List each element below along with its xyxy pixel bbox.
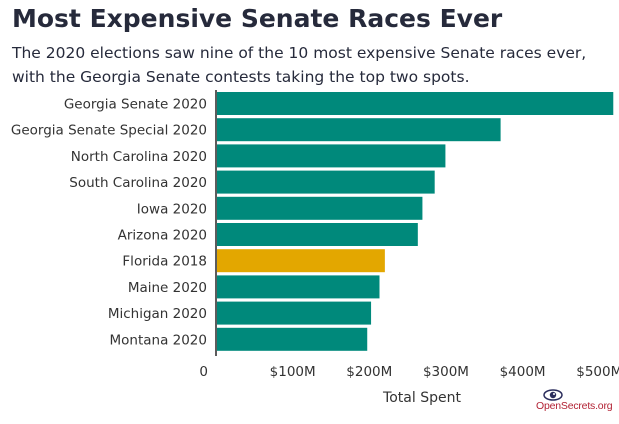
bar xyxy=(217,170,435,194)
bar xyxy=(217,275,380,299)
bar xyxy=(217,118,501,142)
x-tick-label: $200M xyxy=(346,364,392,380)
category-label: Georgia Senate Special 2020 xyxy=(11,123,207,139)
category-label: South Carolina 2020 xyxy=(69,175,207,191)
opensecrets-logo: OpenSecrets.org xyxy=(536,389,613,415)
category-label: Michigan 2020 xyxy=(108,306,207,322)
bar xyxy=(217,92,614,115)
x-axis-label: Total Spent xyxy=(382,390,461,406)
bar xyxy=(217,196,423,220)
bar xyxy=(217,223,418,246)
x-tick-label: $500M xyxy=(576,364,619,380)
category-label: Maine 2020 xyxy=(128,280,207,296)
category-label: Florida 2018 xyxy=(122,254,207,270)
x-tick-label: $100M xyxy=(270,364,316,380)
category-label: Arizona 2020 xyxy=(118,228,207,244)
category-label: North Carolina 2020 xyxy=(71,149,207,165)
category-label: Montana 2020 xyxy=(109,332,207,348)
chart-subtitle: The 2020 elections saw nine of the 10 mo… xyxy=(12,44,587,86)
category-label: Iowa 2020 xyxy=(137,201,207,217)
logo-text: OpenSecrets.org xyxy=(536,400,613,412)
x-tick-label: $300M xyxy=(423,364,469,380)
x-tick-label: 0 xyxy=(199,364,208,380)
bar xyxy=(217,144,446,168)
bar xyxy=(217,327,368,351)
x-tick-label: $400M xyxy=(500,364,546,380)
bar xyxy=(217,249,385,273)
bar xyxy=(217,301,372,325)
chart-title: Most Expensive Senate Races Ever xyxy=(12,4,503,33)
category-label: Georgia Senate 2020 xyxy=(64,97,207,113)
eye-icon xyxy=(543,389,563,401)
